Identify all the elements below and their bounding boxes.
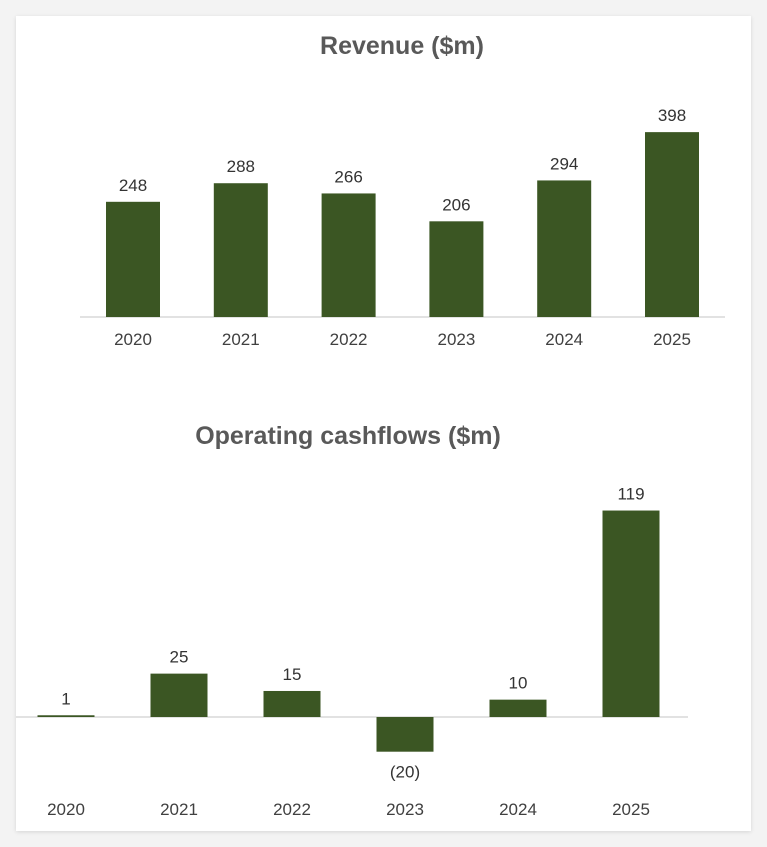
revenue-tick-label: 2021 [222, 330, 260, 349]
revenue-data-label: 288 [227, 157, 255, 176]
cashflow-tick-label: 2020 [47, 800, 85, 819]
revenue-chart: 248 2020 288 2021 266 2022 206 2023 294 2024 398 20… [80, 106, 725, 349]
cashflow-bar [376, 717, 434, 752]
revenue-bar [321, 193, 376, 317]
cashflow-bar [37, 715, 95, 717]
cashflow-bar [489, 699, 547, 717]
revenue-data-label: 248 [119, 176, 147, 195]
revenue-data-label: 398 [658, 106, 686, 125]
revenue-bar [645, 132, 699, 317]
cashflow-tick-label: 2025 [612, 800, 650, 819]
revenue-data-label: 294 [550, 154, 578, 173]
cashflow-chart-title: Operating cashflows ($m) [195, 422, 501, 450]
cashflow-bar [263, 690, 321, 717]
cashflow-tick-label: 2024 [499, 800, 537, 819]
revenue-bar [429, 221, 484, 317]
revenue-tick-label: 2024 [545, 330, 583, 349]
revenue-bar [213, 183, 268, 317]
revenue-data-label: 266 [334, 167, 362, 186]
cashflow-bar [150, 673, 208, 717]
cashflow-data-label: 10 [509, 674, 528, 693]
revenue-tick-label: 2023 [437, 330, 475, 349]
cashflow-data-label: (20) [390, 763, 420, 782]
cashflow-tick-label: 2021 [160, 800, 198, 819]
cashflow-tick-label: 2023 [386, 800, 424, 819]
revenue-bar [106, 201, 160, 317]
cashflow-data-label: 15 [283, 665, 302, 684]
cashflow-data-label: 1 [61, 689, 70, 708]
revenue-chart-title: Revenue ($m) [320, 32, 484, 60]
cashflow-data-label: 119 [617, 485, 644, 504]
cashflow-tick-label: 2022 [273, 800, 311, 819]
cashflow-bar [602, 510, 660, 717]
revenue-tick-label: 2020 [114, 330, 152, 349]
revenue-tick-label: 2022 [330, 330, 368, 349]
revenue-bar [537, 180, 592, 317]
cashflow-data-label: 25 [170, 648, 189, 667]
cashflow-chart: 1 2020 25 2021 15 2022 (20) 2023 10 2024 119 2025 [16, 485, 688, 819]
revenue-tick-label: 2025 [653, 330, 691, 349]
revenue-data-label: 206 [442, 195, 470, 214]
